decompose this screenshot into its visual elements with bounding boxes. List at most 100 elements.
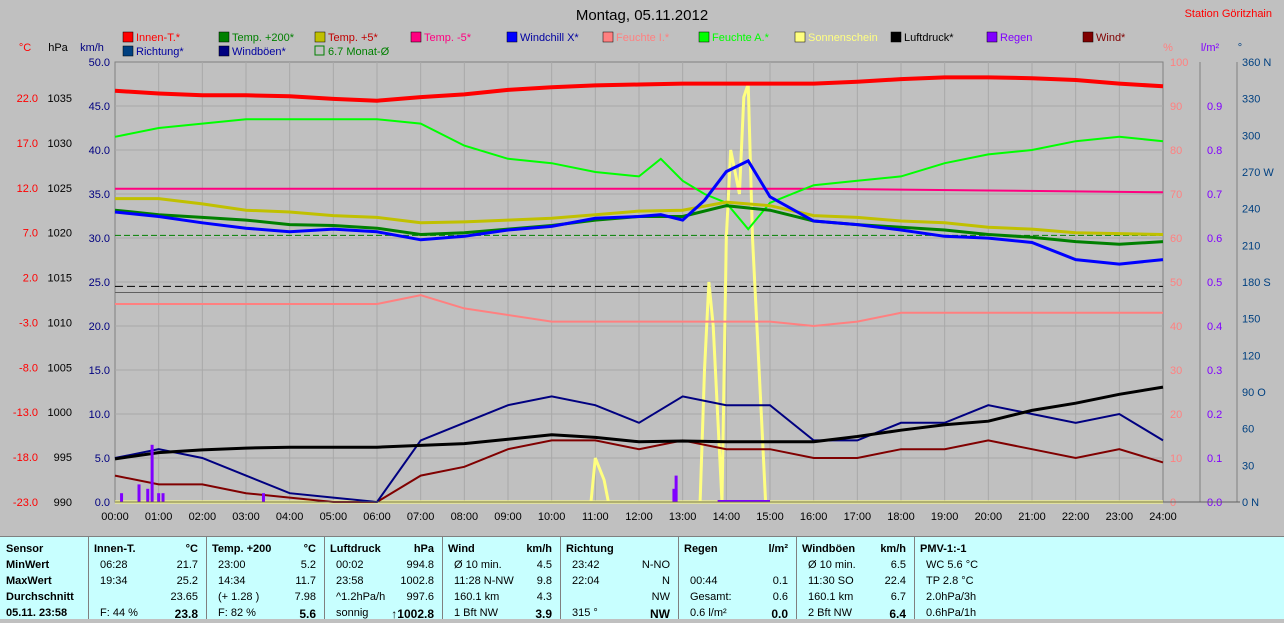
temp-tick-label: -23.0: [13, 497, 38, 509]
series-line-windchill-x: [114, 158, 1164, 266]
rain-tick-label: 0.5: [1207, 277, 1222, 289]
stats-value: N-NO: [641, 559, 670, 571]
x-tick-label: 05:00: [320, 511, 348, 523]
legend-swatch: [410, 31, 422, 43]
rain-bar: [261, 493, 265, 502]
stats-label: 11:30 SO: [808, 575, 854, 587]
x-tick-label: 03:00: [232, 511, 260, 523]
hum-tick-label: 40: [1170, 321, 1182, 333]
stats-value: 9.8: [536, 575, 552, 587]
x-tick-label: 24:00: [1149, 511, 1177, 523]
legend-label: Richtung*: [136, 46, 184, 58]
press-tick-label: 1010: [48, 317, 72, 329]
statistics-table: Sensor MinWert MaxWert Durchschnitt 05.11. 2…: [0, 536, 1284, 621]
wind-tick-label: 15.0: [89, 365, 110, 377]
x-tick-label: 23:00: [1106, 511, 1134, 523]
stats-value: 3.9: [535, 607, 552, 621]
stats-value: 4.5: [536, 559, 552, 571]
stats-row: 315 ° NW: [560, 607, 678, 623]
stats-value: 0.1: [772, 575, 788, 587]
series-line-temp-5: [115, 187, 1164, 194]
stats-row: MaxWert: [0, 575, 88, 591]
dir-tick-label: 330: [1242, 94, 1260, 106]
stats-row: 2 Bft NW 6.4: [796, 607, 914, 623]
stats-row: 160.1 km 4.3: [442, 591, 560, 607]
rain-bar: [161, 493, 165, 502]
rain-bar: [146, 488, 150, 502]
stats-value: 21.7: [176, 559, 198, 571]
hum-tick-label: 20: [1170, 409, 1182, 421]
series-line-feuchte-a: [114, 118, 1164, 231]
stats-row: 1 Bft NW 3.9: [442, 607, 560, 623]
x-tick-label: 20:00: [975, 511, 1003, 523]
stats-column: Luftdruck hPa 00:02 994.8 23:58 1002.8 ^1.2hPa…: [324, 537, 443, 621]
temp-tick-label: -8.0: [19, 362, 38, 374]
stats-value: 23.65: [170, 591, 198, 603]
dir-tick-label: 60: [1242, 424, 1254, 436]
legend-swatch: [986, 31, 998, 43]
stats-column-header: Regen: [684, 543, 718, 555]
rain-tick-label: 0.4: [1207, 321, 1222, 333]
stats-label: Ø 10 min.: [454, 559, 502, 571]
wind-tick-label: 30.0: [89, 233, 110, 245]
x-tick-label: 09:00: [494, 511, 522, 523]
stats-row: TP 2.8 °C: [914, 575, 1284, 591]
dir-tick-label: 270 W: [1242, 167, 1274, 179]
stats-label: 160.1 km: [454, 591, 500, 603]
stats-label: 23:00: [218, 559, 246, 571]
stats-label: 2.0hPa/3h: [926, 591, 977, 603]
temp-tick-label: -3.0: [19, 317, 38, 329]
stats-row: Durchschnitt: [0, 591, 88, 607]
temp-tick-label: 12.0: [17, 183, 38, 195]
stats-row: 19:34 25.2: [88, 575, 206, 591]
legend-swatch: [1082, 31, 1094, 43]
hum-tick-label: 60: [1170, 233, 1182, 245]
legend-label: Sonnenschein: [808, 32, 878, 44]
rain-tick-label: 0.0: [1207, 497, 1222, 509]
stats-column: Regen l/m² 00:44 0.1 Gesamt: 0.6 0.6 l/m² 0.0: [678, 537, 797, 621]
legend-swatch: [218, 31, 230, 43]
stats-row: WC 5.6 °C: [914, 559, 1284, 575]
stats-row: [678, 559, 796, 575]
stats-row: (+ 1.28 ) 7.98: [206, 591, 324, 607]
legend-swatch: [698, 31, 710, 43]
stats-row: 2.0hPa/3h: [914, 591, 1284, 607]
stats-column-unit: l/m²: [768, 543, 788, 555]
dir-tick-label: 210: [1242, 240, 1260, 252]
stats-row: ^1.2hPa/h 997.6: [324, 591, 442, 607]
stats-column-unit: km/h: [526, 543, 552, 555]
weather-chart: Montag, 05.11.2012 Station Göritzhain Inne…: [13, 7, 1274, 523]
hum-tick-label: 10: [1170, 453, 1182, 465]
series-line-innen-t: [114, 75, 1164, 103]
dir-tick-label: 30: [1242, 460, 1254, 472]
legend-swatch: [602, 31, 614, 43]
dir-tick-label: 0 N: [1242, 497, 1259, 509]
stats-row: 23.65: [88, 591, 206, 607]
press-tick-label: 995: [54, 452, 72, 464]
dir-tick-label: 240: [1242, 204, 1260, 216]
stats-label: ^1.2hPa/h: [336, 591, 386, 603]
stats-value: 1002.8: [400, 575, 434, 587]
stats-column: Sensor MinWert MaxWert Durchschnitt 05.11. 2…: [0, 537, 89, 619]
stats-label: 06:28: [100, 559, 128, 571]
stats-column: Innen-T. °C 06:28 21.7 19:34 25.2 23.65 F: 44 %…: [88, 537, 207, 621]
legend-label: Temp. +200*: [232, 32, 295, 44]
stats-label: F: 82 %: [218, 607, 256, 619]
stats-row: 11:28 N-NW 9.8: [442, 575, 560, 591]
stats-label: 23:42: [572, 559, 600, 571]
hum-tick-label: 80: [1170, 145, 1182, 157]
stats-row: 22:04 N: [560, 575, 678, 591]
stats-column-header: Innen-T.: [94, 543, 136, 555]
hum-unit: %: [1163, 42, 1173, 54]
x-tick-label: 12:00: [625, 511, 653, 523]
legend-swatch: [314, 31, 326, 43]
stats-row: 05.11. 23:58: [0, 607, 88, 623]
stats-value: 0.6: [772, 591, 788, 603]
dir-tick-label: 360 N: [1242, 57, 1271, 69]
stats-label: 1 Bft NW: [454, 607, 499, 619]
temp-unit: °C: [19, 42, 31, 54]
stats-row: 11:30 SO 22.4: [796, 575, 914, 591]
stats-value: 23.8: [174, 607, 198, 621]
series-line-sonnenschein: [115, 83, 1163, 504]
stats-column: Windböen km/h Ø 10 min. 6.5 11:30 SO 22.4 160.…: [796, 537, 915, 621]
